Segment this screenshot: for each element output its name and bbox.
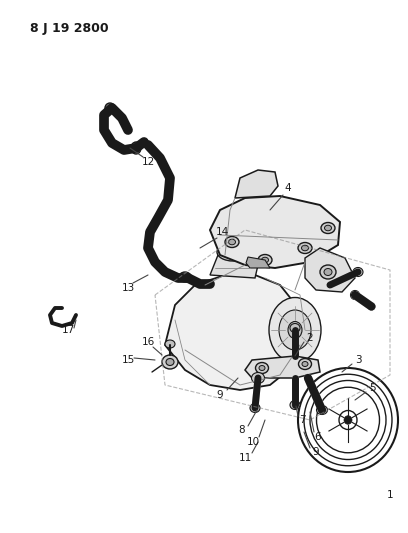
Text: 4: 4	[285, 183, 291, 193]
Ellipse shape	[258, 254, 272, 265]
Ellipse shape	[131, 142, 141, 154]
Ellipse shape	[105, 103, 115, 113]
Ellipse shape	[368, 303, 375, 310]
Ellipse shape	[299, 359, 311, 369]
Text: 5: 5	[369, 383, 375, 393]
Text: 8: 8	[239, 425, 245, 435]
Text: 12: 12	[142, 157, 155, 167]
Text: 1: 1	[387, 490, 393, 500]
Ellipse shape	[302, 245, 308, 251]
Ellipse shape	[298, 243, 312, 254]
Polygon shape	[305, 248, 355, 292]
Ellipse shape	[290, 400, 300, 409]
Ellipse shape	[350, 290, 359, 300]
Ellipse shape	[269, 297, 321, 362]
Text: 8 J 19 2800: 8 J 19 2800	[30, 22, 109, 35]
Ellipse shape	[179, 272, 191, 282]
Text: 3: 3	[355, 355, 361, 365]
Text: 15: 15	[121, 355, 135, 365]
Text: 13: 13	[121, 283, 135, 293]
Text: 11: 11	[238, 453, 252, 463]
Ellipse shape	[259, 366, 265, 370]
Text: 16: 16	[142, 337, 155, 347]
Ellipse shape	[255, 362, 268, 374]
Ellipse shape	[324, 269, 332, 276]
Text: 7: 7	[299, 415, 305, 425]
Text: 2: 2	[307, 333, 313, 343]
Polygon shape	[165, 275, 305, 390]
Ellipse shape	[317, 406, 328, 415]
Polygon shape	[210, 196, 340, 268]
Ellipse shape	[353, 268, 363, 277]
Ellipse shape	[288, 321, 302, 338]
Ellipse shape	[166, 359, 174, 366]
Ellipse shape	[279, 310, 311, 350]
Ellipse shape	[222, 238, 244, 250]
Polygon shape	[210, 248, 258, 278]
Ellipse shape	[228, 239, 235, 245]
Ellipse shape	[262, 257, 268, 263]
Text: 6: 6	[315, 432, 322, 442]
Ellipse shape	[250, 403, 260, 413]
Ellipse shape	[302, 361, 308, 367]
Ellipse shape	[165, 340, 175, 348]
Text: 17: 17	[61, 325, 75, 335]
Ellipse shape	[225, 237, 239, 247]
Ellipse shape	[321, 222, 335, 233]
Ellipse shape	[290, 324, 300, 333]
Polygon shape	[246, 257, 270, 268]
Text: 14: 14	[215, 227, 228, 237]
Ellipse shape	[324, 225, 331, 231]
Polygon shape	[235, 170, 278, 198]
Ellipse shape	[217, 243, 249, 261]
Ellipse shape	[344, 416, 352, 424]
Text: 10: 10	[246, 437, 259, 447]
Ellipse shape	[162, 355, 178, 369]
Ellipse shape	[251, 373, 264, 384]
Text: 9: 9	[217, 390, 223, 400]
Polygon shape	[245, 356, 320, 378]
Ellipse shape	[320, 265, 336, 279]
Text: 9: 9	[313, 447, 319, 457]
